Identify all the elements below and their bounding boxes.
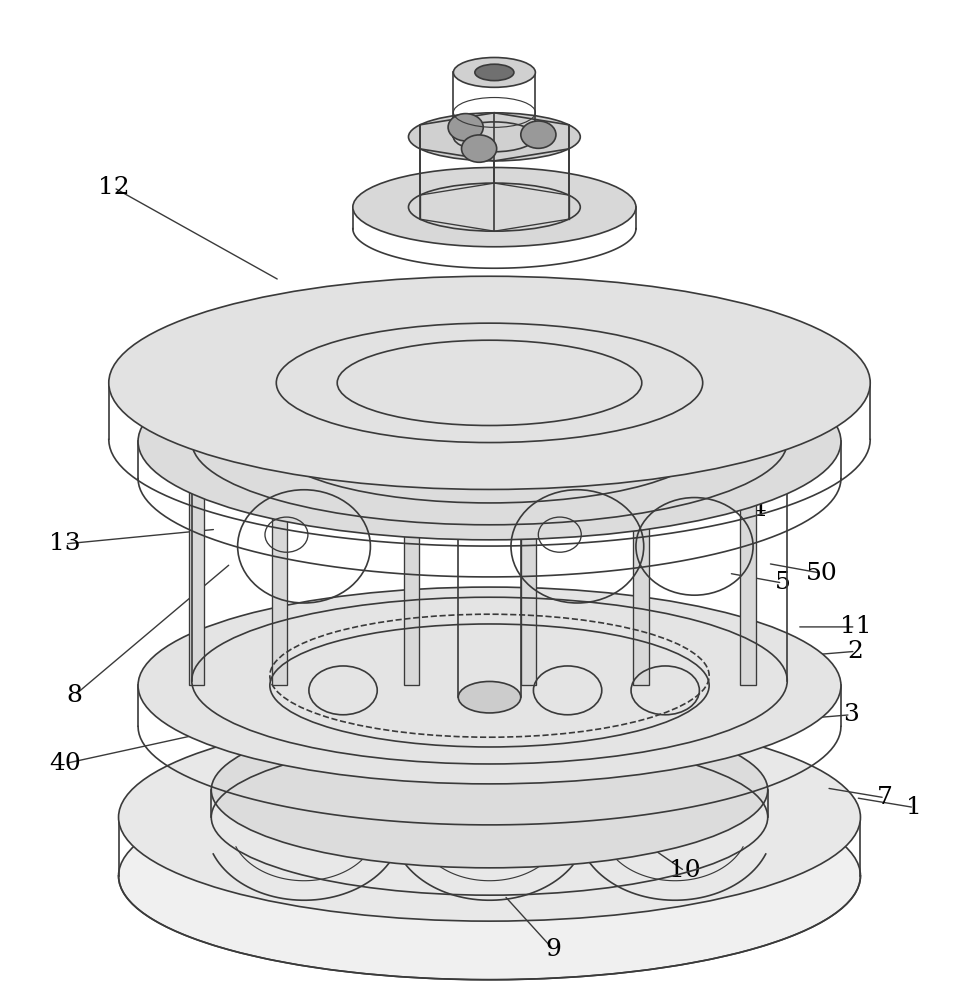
Text: 3: 3 bbox=[842, 703, 858, 726]
Text: 10: 10 bbox=[668, 859, 700, 882]
Ellipse shape bbox=[118, 713, 860, 921]
Ellipse shape bbox=[211, 712, 767, 868]
Ellipse shape bbox=[458, 421, 520, 452]
Text: 8: 8 bbox=[67, 684, 82, 707]
Ellipse shape bbox=[458, 681, 520, 713]
Text: 11: 11 bbox=[839, 615, 870, 638]
Bar bbox=[520, 456, 536, 685]
Text: 7: 7 bbox=[876, 786, 892, 809]
Text: 9: 9 bbox=[545, 938, 560, 961]
Text: 12: 12 bbox=[98, 176, 129, 199]
Ellipse shape bbox=[453, 57, 535, 87]
Ellipse shape bbox=[408, 113, 580, 161]
Ellipse shape bbox=[461, 135, 496, 162]
Bar bbox=[272, 456, 288, 685]
Bar bbox=[739, 456, 755, 685]
Text: 5: 5 bbox=[774, 571, 789, 594]
Text: 50: 50 bbox=[805, 562, 836, 585]
Bar bbox=[633, 456, 648, 685]
Ellipse shape bbox=[138, 343, 840, 540]
Bar bbox=[403, 456, 419, 685]
Text: 40: 40 bbox=[49, 752, 80, 775]
Bar bbox=[189, 456, 204, 685]
Text: 1: 1 bbox=[906, 796, 921, 819]
Ellipse shape bbox=[109, 276, 869, 489]
Text: 6: 6 bbox=[813, 435, 828, 458]
Text: 4: 4 bbox=[749, 498, 765, 521]
Ellipse shape bbox=[118, 772, 860, 980]
Ellipse shape bbox=[138, 587, 840, 784]
Ellipse shape bbox=[448, 114, 483, 141]
Ellipse shape bbox=[474, 64, 513, 81]
Text: 13: 13 bbox=[49, 532, 80, 555]
Ellipse shape bbox=[352, 167, 636, 247]
Text: 2: 2 bbox=[847, 640, 863, 663]
Ellipse shape bbox=[520, 121, 556, 148]
